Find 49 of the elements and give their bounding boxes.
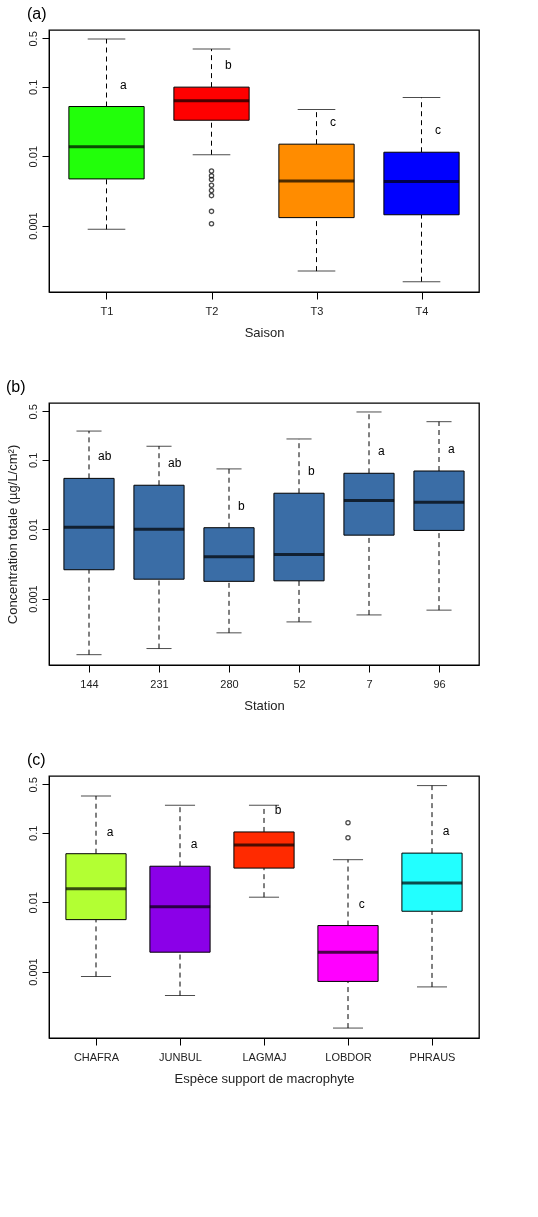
y-tick-label: 0.5	[26, 404, 39, 420]
x-tick-label: 52	[293, 677, 306, 690]
x-tick-label: 144	[80, 677, 99, 690]
y-tick-label: 0.5	[26, 777, 39, 793]
x-tick-label: CHAFRA	[73, 1050, 120, 1063]
x-tick-label: T1	[100, 304, 114, 317]
x-tick-label: T3	[310, 304, 324, 317]
x-tick-label: 96	[433, 677, 446, 690]
annotation: b	[225, 58, 233, 73]
x-tick-label: LOBDOR	[325, 1050, 372, 1063]
annotation: b	[238, 498, 246, 513]
x-axis-title: Saison	[244, 324, 285, 340]
chart-title: (c)	[27, 751, 46, 768]
annotation: a	[448, 442, 456, 457]
annotation: a	[190, 837, 198, 852]
x-tick-label: 280	[220, 677, 239, 690]
y-tick-label: 0.001	[26, 958, 39, 986]
y-tick-label: 0.01	[26, 891, 39, 914]
x-tick-label: 231	[150, 677, 169, 690]
x-tick-label: T4	[415, 304, 429, 317]
x-tick-label: 7	[366, 677, 373, 690]
annotation: a	[378, 444, 386, 459]
annotation: b	[308, 464, 316, 479]
chart-title: (b)	[6, 378, 26, 395]
y-tick-label: 0.001	[26, 212, 39, 240]
x-axis-title: Espèce support de macrophyte	[174, 1070, 355, 1086]
annotation: a	[442, 824, 450, 839]
y-tick-label: 0.001	[26, 585, 39, 613]
x-tick-label: PHRAUS	[409, 1050, 456, 1063]
annotation: c	[435, 123, 442, 138]
y-tick-label: 0.1	[26, 79, 39, 95]
annotation: a	[120, 77, 128, 92]
x-tick-label: JUNBUL	[159, 1050, 202, 1063]
annotation: b	[274, 802, 282, 817]
x-axis-title: Station	[244, 697, 285, 713]
y-axis-title: Concentration totale (µg/L/cm²)	[4, 444, 20, 625]
annotation: ab	[168, 456, 182, 471]
y-tick-label: 0.01	[26, 145, 39, 168]
x-tick-label: LAGMAJ	[242, 1050, 287, 1063]
chart-title: (a)	[27, 5, 47, 22]
annotation: c	[358, 896, 365, 911]
y-tick-label: 0.5	[26, 31, 39, 47]
y-tick-label: 0.01	[26, 518, 39, 541]
annotation: ab	[98, 449, 112, 464]
x-tick-label: T2	[205, 304, 219, 317]
y-tick-label: 0.1	[26, 825, 39, 841]
y-tick-label: 0.1	[26, 452, 39, 468]
annotation: a	[106, 824, 114, 839]
annotation: c	[330, 115, 337, 130]
